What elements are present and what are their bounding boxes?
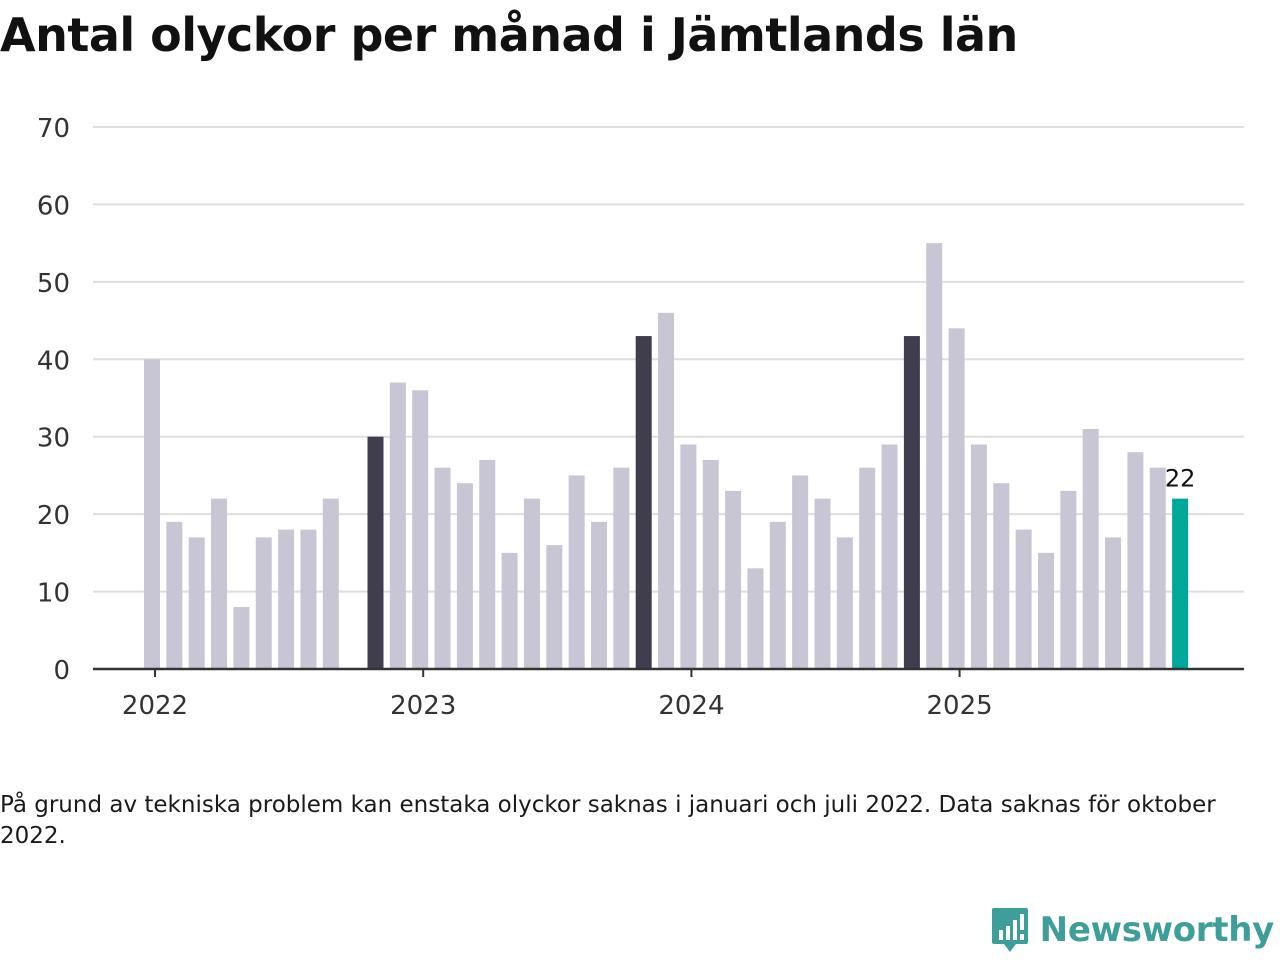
bar-2024-10[interactable] (881, 444, 898, 669)
bar-2022-05[interactable] (233, 607, 250, 669)
bar-2024-02[interactable] (702, 459, 719, 669)
bar-2023-11[interactable] (635, 336, 652, 669)
bar-2025-10[interactable] (1149, 467, 1166, 669)
bar-2025-03[interactable] (993, 483, 1010, 669)
bar-2025-09[interactable] (1127, 452, 1144, 669)
bar-2024-07[interactable] (814, 498, 831, 669)
y-tick-label: 0 (53, 656, 70, 686)
bar-2024-09[interactable] (859, 467, 876, 669)
x-axis-ticks: 2022 2023 2024 2025 (122, 669, 993, 721)
bar-2024-03[interactable] (725, 490, 742, 669)
bar-2024-11[interactable] (903, 336, 920, 669)
bar-2022-09[interactable] (322, 498, 339, 669)
y-tick-label: 70 (37, 114, 70, 144)
data-labels: 22 (1165, 465, 1196, 493)
bar-2025-06[interactable] (1060, 490, 1077, 669)
bar-2023-08[interactable] (568, 475, 585, 669)
y-tick-label: 20 (37, 501, 70, 531)
y-tick-label: 10 (37, 579, 70, 609)
bar-2025-11[interactable] (1172, 498, 1189, 669)
bar-2022-04[interactable] (211, 498, 228, 669)
bar-2023-06[interactable] (523, 498, 540, 669)
bar-2025-05[interactable] (1038, 552, 1054, 669)
bar-2023-04[interactable] (479, 459, 496, 669)
y-tick-label: 30 (37, 424, 70, 454)
y-tick-label: 60 (37, 191, 70, 221)
chart-title: Antal olyckor per månad i Jämtlands län (0, 8, 1018, 62)
bar-2024-01[interactable] (680, 444, 697, 669)
y-tick-label: 50 (37, 269, 70, 299)
bar-2025-04[interactable] (1015, 529, 1032, 669)
bar-2022-01[interactable] (144, 359, 160, 669)
bar-2022-11[interactable] (367, 436, 384, 669)
bar-2023-01[interactable] (412, 390, 429, 669)
bar-2025-02[interactable] (970, 444, 987, 669)
bar-2023-03[interactable] (456, 483, 473, 669)
bar-2024-08[interactable] (836, 537, 853, 669)
newsworthy-logo-text: Newsworthy (1039, 910, 1275, 950)
latest-value-label: 22 (1165, 465, 1196, 493)
y-tick-label: 40 (37, 346, 70, 376)
bar-2025-01[interactable] (948, 328, 965, 669)
bar-2023-12[interactable] (658, 312, 675, 669)
newsworthy-logo[interactable]: Newsworthy (990, 906, 1274, 954)
bar-2023-09[interactable] (591, 521, 607, 669)
bar-2022-06[interactable] (255, 537, 272, 669)
bar-2023-07[interactable] (546, 545, 563, 669)
bar-2022-03[interactable] (188, 537, 205, 669)
bar-2023-10[interactable] (613, 467, 630, 669)
footnote: På grund av tekniska problem kan enstaka… (0, 792, 1216, 849)
bar-2024-04[interactable] (747, 568, 764, 669)
bar-2024-05[interactable] (769, 521, 786, 669)
bar-2023-05[interactable] (501, 552, 518, 669)
bar-2025-07[interactable] (1082, 428, 1099, 669)
bar-2022-08[interactable] (300, 529, 317, 669)
x-tick-label-2024: 2024 (658, 691, 724, 721)
bar-2024-12[interactable] (926, 243, 943, 669)
x-tick-label-2023: 2023 (390, 691, 456, 721)
x-tick-label-2025: 2025 (927, 691, 993, 721)
bar-2023-02[interactable] (434, 467, 451, 669)
y-axis-ticks: 0 10 20 30 40 50 60 70 (37, 114, 70, 686)
bar-2022-12[interactable] (389, 382, 406, 669)
bar-2022-07[interactable] (278, 529, 295, 669)
newsworthy-logo-icon (991, 908, 1028, 952)
bars (144, 243, 1189, 669)
x-tick-label-2022: 2022 (122, 691, 188, 721)
bar-2024-06[interactable] (792, 475, 809, 669)
bar-chart: 0 10 20 30 40 50 60 70 2022 2023 2024 2025 22 (37, 114, 1244, 721)
bar-2025-08[interactable] (1105, 537, 1122, 669)
bar-2022-02[interactable] (166, 521, 183, 669)
